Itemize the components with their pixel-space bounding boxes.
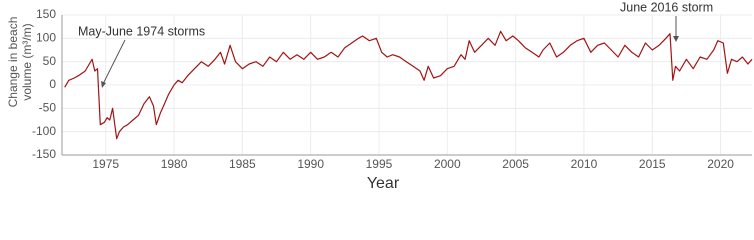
- y-tick-label: -50: [39, 101, 57, 115]
- page: Change in beach volume (m³/m) Year -150 -…: [6, 0, 753, 193]
- x-tick-label: 1980: [161, 157, 188, 171]
- x-tick-label: 1990: [297, 157, 324, 171]
- y-tick-label: -150: [32, 147, 56, 161]
- y-axis-label: Change in beach: [6, 17, 20, 108]
- y-axis-label: volume (m³/m): [20, 23, 34, 100]
- y-tick-label: -100: [32, 124, 56, 138]
- x-tick-label: 1985: [229, 157, 256, 171]
- arrow-head: [101, 81, 106, 88]
- x-tick-label: 2000: [434, 157, 461, 171]
- y-tick-label: 0: [49, 77, 56, 91]
- annotation: May-June 1974 storms: [78, 24, 205, 38]
- x-tick-label: 2010: [571, 157, 598, 171]
- data-line: [64, 30, 753, 140]
- y-tick-label: 150: [36, 7, 56, 21]
- x-axis-label: Year: [367, 175, 400, 192]
- x-tick-label: 2020: [707, 157, 734, 171]
- annotation: June 2016 storm: [620, 0, 713, 14]
- x-tick-label: 1975: [92, 157, 119, 171]
- arrow-head: [673, 36, 679, 42]
- x-tick-label: 2005: [502, 157, 529, 171]
- y-tick-label: 100: [36, 31, 56, 45]
- annotation-arrow: [101, 39, 126, 87]
- chart: Change in beach volume (m³/m) Year -150 -…: [6, 0, 753, 192]
- y-tick-label: 50: [43, 54, 57, 68]
- x-tick-label: 1995: [366, 157, 393, 171]
- x-tick-label: 2015: [639, 157, 666, 171]
